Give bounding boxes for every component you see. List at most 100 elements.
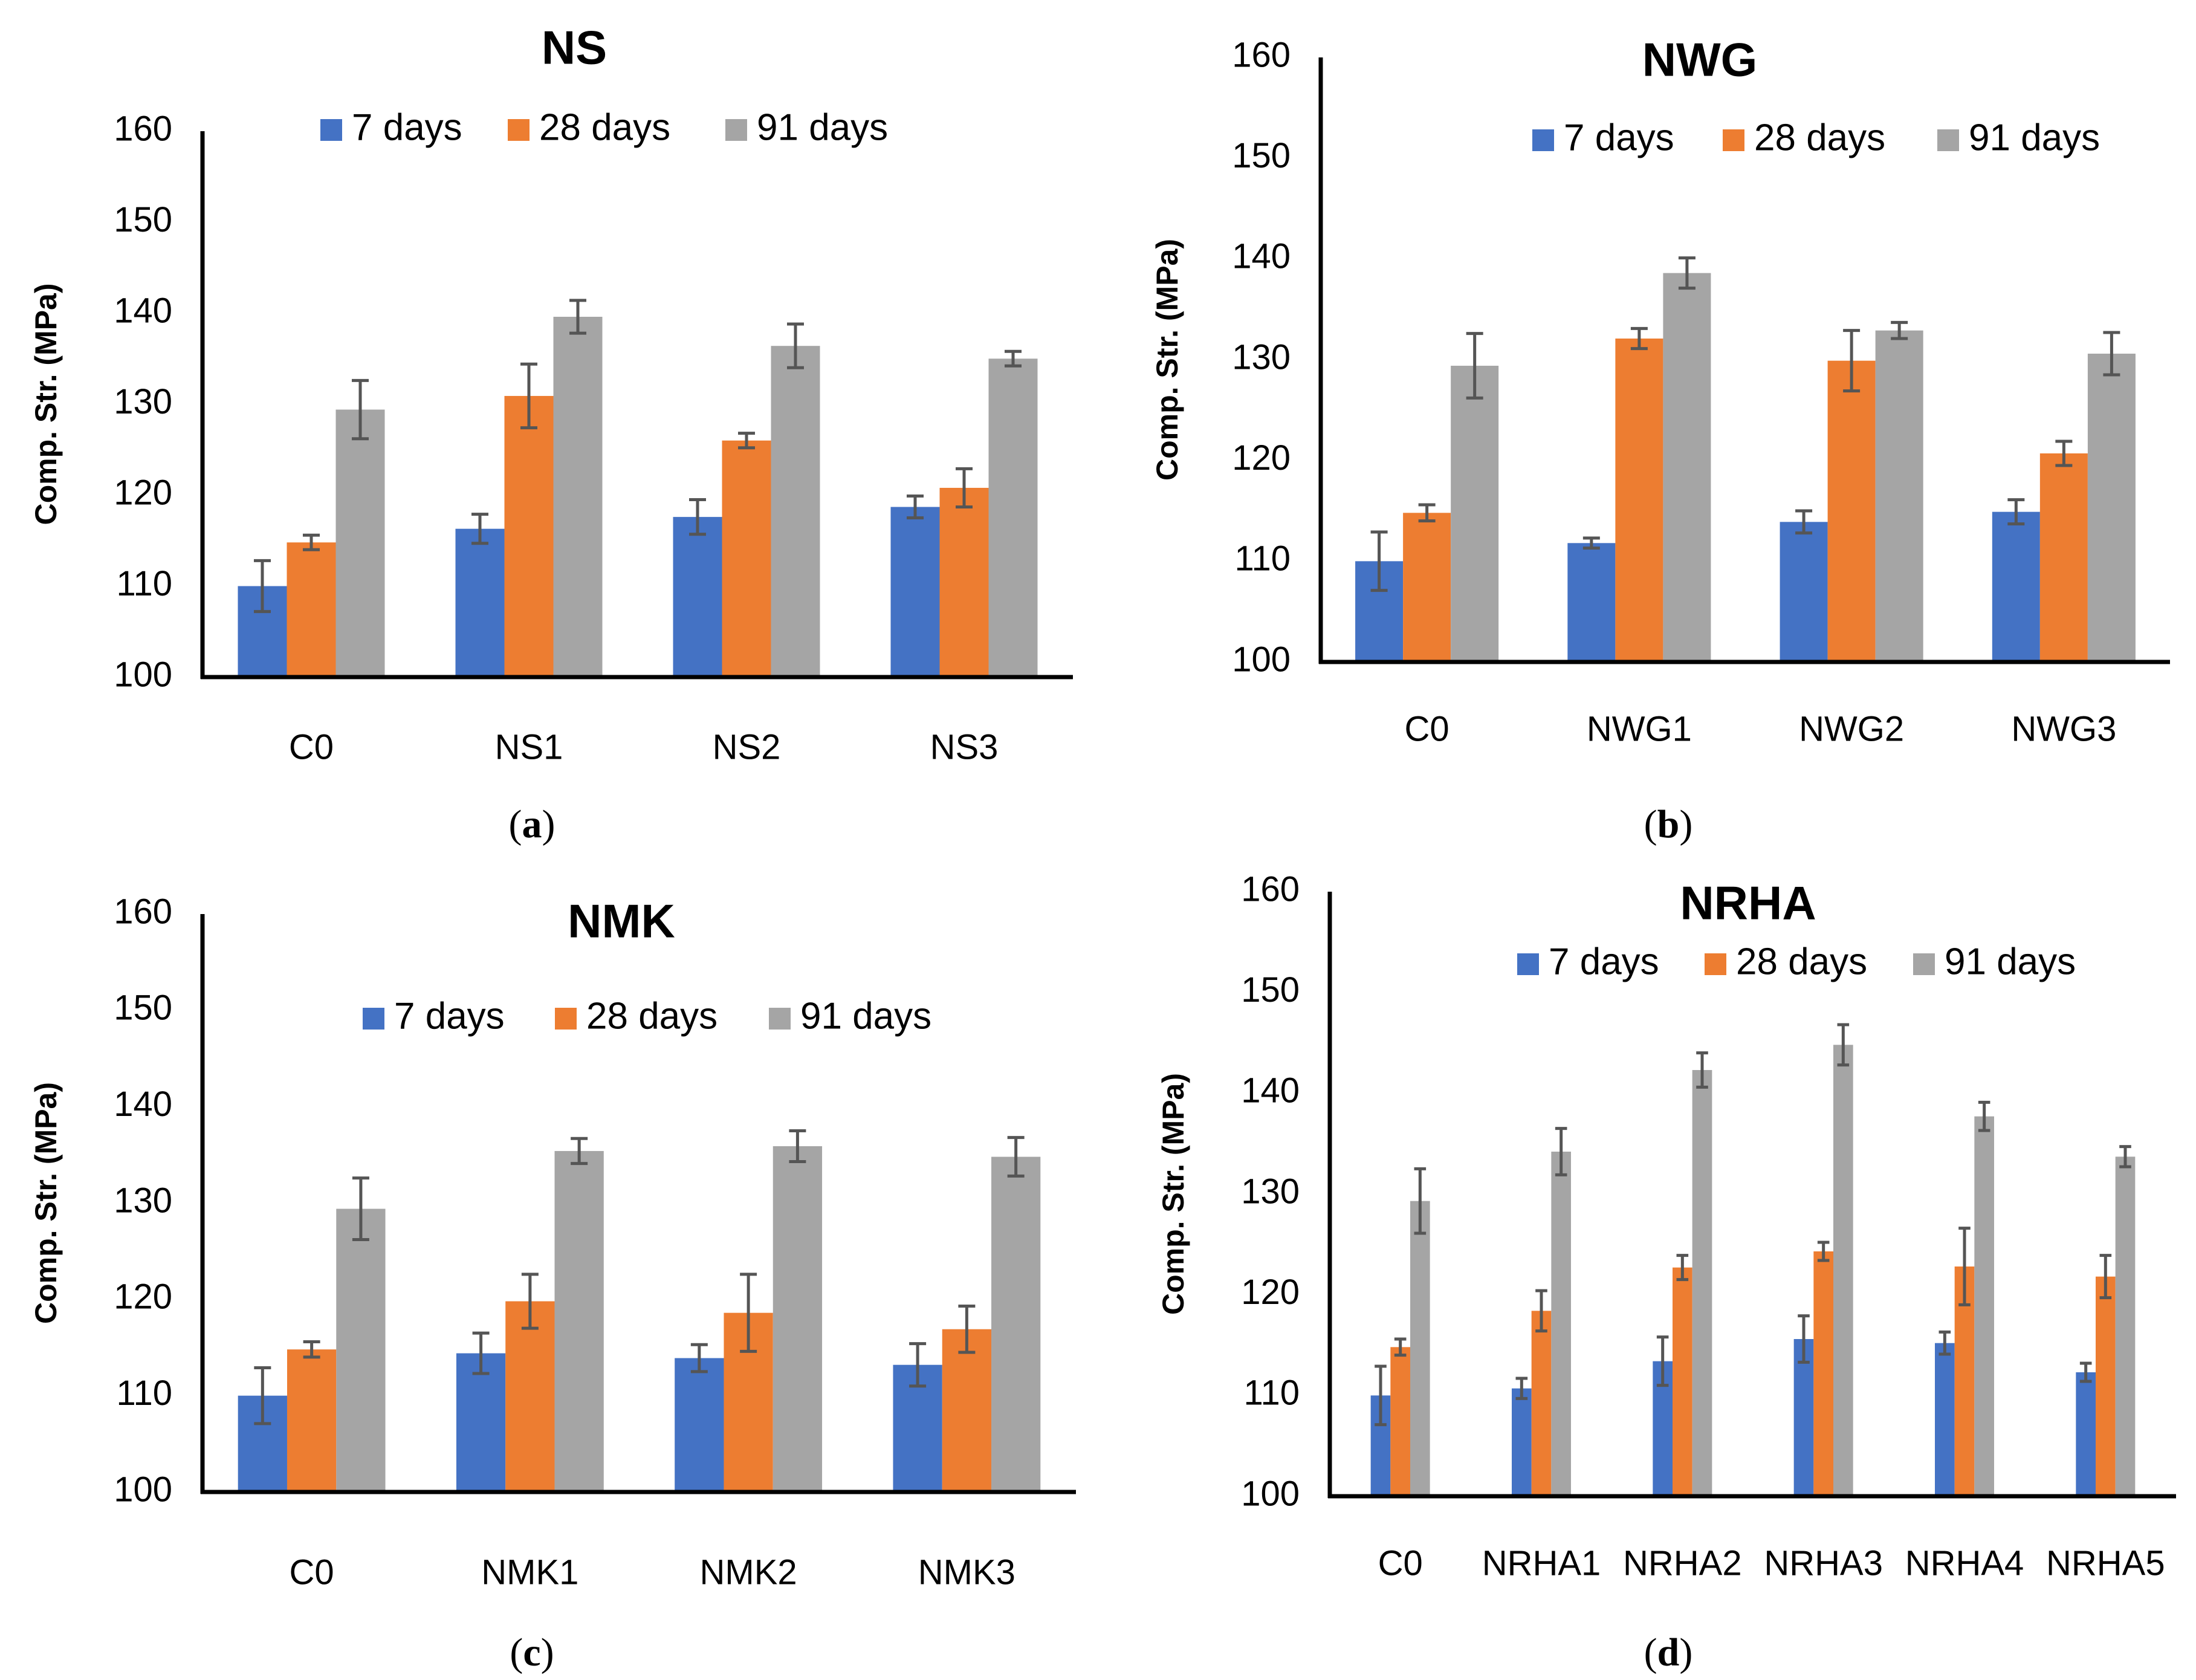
legend-label: 91 days [757,106,888,148]
error-bar [1005,349,1022,368]
bar-91-days-c0 [335,409,385,677]
error-bar [789,1129,806,1163]
legend-label: 28 days [539,106,670,148]
bar-7-days-nmk1 [456,1353,506,1492]
error-bar [1414,1167,1427,1235]
bar-28-days-ns1 [504,395,554,677]
bar-28-days-nrha1 [1531,1311,1552,1496]
bar-91-days-nmk1 [554,1150,604,1492]
chart-title: NWG [1642,33,1758,86]
legend-swatch [1723,129,1744,151]
y-tick-label: 150 [1232,136,1291,175]
bar-91-days-nmk3 [991,1156,1041,1492]
legend-label: 7 days [1564,117,1674,158]
bar-91-days-nrha1 [1551,1152,1571,1496]
error-bar [1978,1100,1990,1132]
y-tick-label: 140 [1241,1071,1300,1111]
panel-caption: (c) [510,1630,554,1675]
bar-28-days-nwg3 [2039,453,2088,662]
chart-nrha: NRHA Comp. Str. (MPa) 100 110 120 130 140 150 16… [1156,869,2176,1675]
legend-label: 28 days [586,995,717,1037]
error-bar [909,1342,927,1388]
error-bar [1958,1227,1971,1306]
x-category-label: C0 [1405,709,1449,748]
bar-91-days-nwg3 [2087,354,2136,662]
legend-label: 28 days [1736,941,1867,982]
bar-7-days-nrha4 [1935,1343,1955,1496]
error-bar [689,498,706,536]
error-bar [520,362,537,430]
legend-swatch [725,119,747,141]
y-tick-label: 120 [1232,438,1291,478]
error-bar [1891,320,1908,340]
x-category-label: C0 [1378,1543,1423,1583]
x-category-label: NWG2 [1799,709,1904,748]
error-bar [254,1366,271,1425]
y-tick-label: 130 [1232,337,1291,377]
y-axis-label: Comp. Str. (MPa) [1150,239,1184,481]
error-bar [1678,256,1696,290]
bar-91-days-nmk2 [772,1146,823,1492]
y-tick-label: 140 [114,1085,172,1124]
legend-swatch [1705,953,1726,975]
error-bar [956,467,973,509]
y-axis-label: Comp. Str. (MPa) [29,283,63,525]
legend-label: 91 days [800,995,931,1037]
bar-7-days-nrha3 [1793,1339,1814,1496]
legend-swatch [1517,953,1539,975]
error-bar [1466,332,1483,400]
y-tick-label: 160 [114,892,172,931]
x-category-label: NWG1 [1587,709,1692,748]
error-bar [690,1343,708,1374]
y-tick-label: 120 [1241,1273,1300,1312]
x-category-label: NMK3 [918,1552,1015,1592]
bar-28-days-c0 [287,1349,337,1492]
y-tick-label: 110 [1244,1374,1300,1413]
error-bar [2055,439,2073,467]
bar-28-days-nrha3 [1813,1251,1833,1496]
bar-91-days-nrha3 [1833,1045,1853,1496]
error-bar [1843,329,1861,393]
chart-title: NRHA [1680,877,1816,930]
x-category-label: NWG3 [2011,709,2116,748]
y-tick-label: 110 [1235,539,1291,579]
legend-label: 28 days [1754,117,1885,158]
bar-91-days-ns1 [553,317,603,677]
x-category-label: C0 [290,1552,334,1592]
error-bar [2099,1254,2112,1300]
error-bar [1007,1136,1025,1178]
x-category-label: NRHA5 [2046,1543,2165,1583]
y-tick-label: 120 [114,473,172,512]
bar-28-days-nmk1 [505,1301,555,1492]
bar-7-days-nmk2 [675,1358,724,1492]
bar-28-days-c0 [287,542,336,677]
error-bar [471,513,488,545]
error-bar [254,559,271,614]
error-bar [1375,1364,1387,1427]
x-category-label: NRHA1 [1482,1543,1601,1583]
y-tick-label: 160 [114,109,172,148]
error-bar [2007,498,2025,526]
error-bar [571,1137,588,1166]
error-bar [1676,1254,1689,1282]
bar-91-days-ns3 [988,358,1038,677]
bar-7-days-nwg1 [1567,543,1616,662]
bar-91-days-nwg2 [1875,330,1923,662]
error-bar [1837,1023,1850,1067]
error-bar [303,533,320,551]
error-bar [907,495,924,520]
x-category-label: NS2 [713,727,781,767]
error-bar [472,1331,490,1375]
legend-swatch [508,119,530,141]
x-category-label: C0 [289,727,334,767]
bar-28-days-nrha5 [2096,1276,2116,1496]
y-tick-label: 140 [114,291,172,330]
error-bar [1394,1337,1407,1357]
legend-swatch [769,1008,791,1030]
legend-swatch [320,119,342,141]
y-tick-label: 100 [1232,640,1291,679]
x-category-label: NRHA2 [1623,1543,1742,1583]
y-axis-label: Comp. Str. (MPa) [1156,1073,1190,1315]
legend-label: 91 days [1969,117,2100,158]
x-category-label: NRHA3 [1764,1543,1883,1583]
